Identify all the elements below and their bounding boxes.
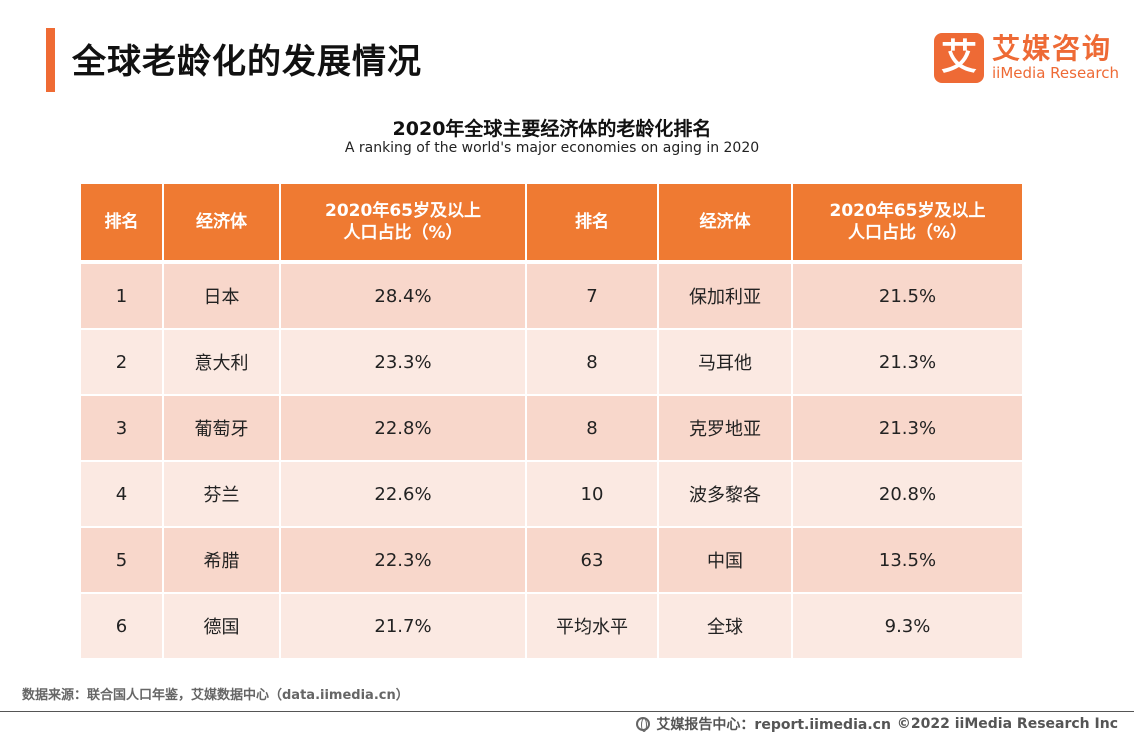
table-cell: 21.5% [793,264,1022,330]
table-cell: 平均水平 [527,594,659,660]
logo-mark: 艾 [934,33,984,83]
table-cell: 2 [81,330,164,396]
table-cell: 21.3% [793,330,1022,396]
table-cell: 葡萄牙 [164,396,281,462]
table-row: 6 德国 21.7% 平均水平 全球 9.3% [81,594,1022,660]
table-row: 1 日本 28.4% 7 保加利亚 21.5% [81,264,1022,330]
copyright: ©2022 iiMedia Research Inc [896,716,1118,732]
table-cell: 6 [81,594,164,660]
column-header: 经济体 [164,184,281,262]
table-cell: 21.7% [281,594,527,660]
logo-cn-text: 艾媒咨询 [992,32,1113,65]
table-row: 4 芬兰 22.6% 10 波多黎各 20.8% [81,462,1022,528]
report-center-link[interactable]: 艾媒报告中心：report.iimedia.cn [656,717,891,733]
table-subtitle: A ranking of the world's major economies… [344,140,760,156]
iimedia-logo: 艾 艾媒咨询 iiMedia Research [934,32,1119,84]
table-row: 5 希腊 22.3% 63 中国 13.5% [81,528,1022,594]
table-cell: 3 [81,396,164,462]
column-header: 排名 [527,184,659,262]
logo-en-text: iiMedia Research [992,64,1119,82]
table-cell: 芬兰 [164,462,281,528]
table-cell: 克罗地亚 [659,396,793,462]
data-source: 数据来源：联合国人口年鉴，艾媒数据中心（data.iimedia.cn） [22,688,409,703]
table-cell: 德国 [164,594,281,660]
footer-divider [0,711,1134,712]
table-cell: 10 [527,462,659,528]
globe-icon [636,717,651,732]
table-cell: 波多黎各 [659,462,793,528]
table-cell: 马耳他 [659,330,793,396]
table-cell: 22.3% [281,528,527,594]
column-header: 经济体 [659,184,793,262]
table-row: 2 意大利 23.3% 8 马耳他 21.3% [81,330,1022,396]
table-cell: 5 [81,528,164,594]
table-cell: 日本 [164,264,281,330]
table-cell: 28.4% [281,264,527,330]
table-cell: 20.8% [793,462,1022,528]
footer: 艾媒报告中心：report.iimedia.cn ©2022 iiMedia R… [636,713,1124,735]
table-cell: 希腊 [164,528,281,594]
table-cell: 22.8% [281,396,527,462]
column-header: 2020年65岁及以上 人口占比（%） [793,184,1022,262]
column-header: 排名 [81,184,164,262]
table-cell: 7 [527,264,659,330]
column-header: 2020年65岁及以上 人口占比（%） [281,184,527,262]
aging-ranking-table: 排名 经济体 2020年65岁及以上 人口占比（%） 排名 经济体 2020年65岁及以上人… [81,184,1022,660]
table-cell: 意大利 [164,330,281,396]
table-cell: 全球 [659,594,793,660]
table-cell: 8 [527,396,659,462]
table-cell: 21.3% [793,396,1022,462]
table-row: 3 葡萄牙 22.8% 8 克罗地亚 21.3% [81,396,1022,462]
table-cell: 8 [527,330,659,396]
table-cell: 保加利亚 [659,264,793,330]
table-title: 2020年全球主要经济体的老龄化排名 [392,118,712,140]
table-cell: 13.5% [793,528,1022,594]
page-title: 全球老龄化的发展情况 [72,42,422,82]
table-cell: 中国 [659,528,793,594]
table-cell: 1 [81,264,164,330]
table-header-row: 排名 经济体 2020年65岁及以上 人口占比（%） 排名 经济体 2020年65岁及以上人… [81,184,1022,262]
table-cell: 4 [81,462,164,528]
title-accent-bar [46,28,55,92]
table-cell: 63 [527,528,659,594]
table-cell: 22.6% [281,462,527,528]
table-cell: 23.3% [281,330,527,396]
table-cell: 9.3% [793,594,1022,660]
